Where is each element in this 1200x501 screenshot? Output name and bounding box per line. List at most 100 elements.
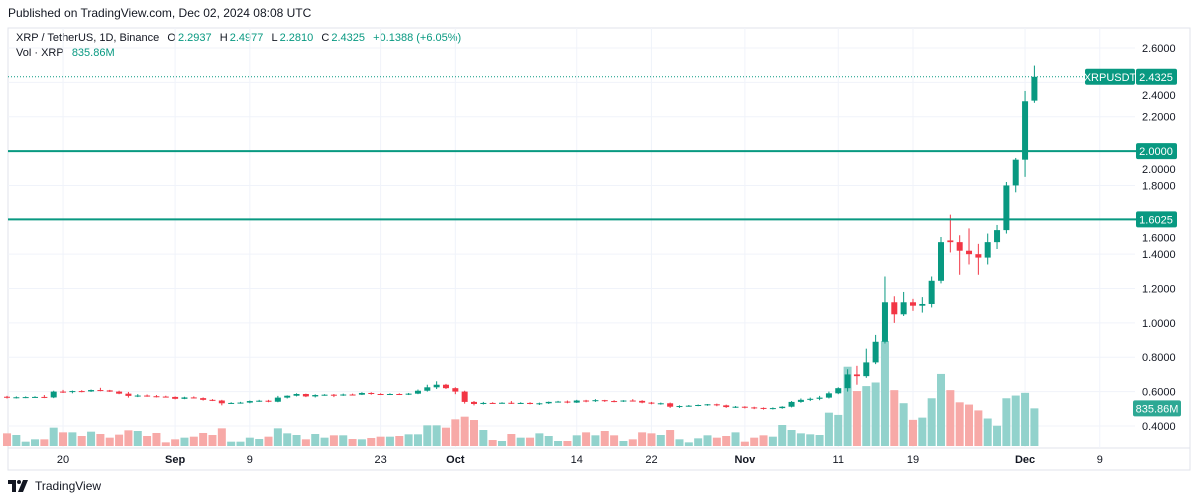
- level-price-label: 2.0000: [1139, 146, 1173, 158]
- candle-body: [667, 403, 674, 407]
- volume-bar: [610, 435, 619, 446]
- volume-bar: [189, 436, 198, 446]
- candle-body: [975, 254, 982, 258]
- open-label: O: [167, 32, 176, 44]
- volume-bar: [208, 435, 217, 446]
- candle-body: [835, 388, 842, 394]
- candle-body: [723, 405, 730, 408]
- volume-bar: [899, 403, 908, 446]
- last-price-tag: [1136, 68, 1177, 85]
- candle: [508, 401, 515, 404]
- volume-bar: [49, 427, 58, 446]
- x-tick-label: Sep: [165, 454, 185, 466]
- candle-body: [405, 393, 412, 395]
- candle: [284, 395, 291, 399]
- volume-bar: [572, 435, 581, 446]
- candle: [872, 334, 879, 365]
- x-tick-label: 11: [833, 454, 844, 466]
- candle-body: [302, 394, 309, 397]
- volume-bar: [87, 431, 96, 446]
- candle: [265, 399, 272, 403]
- candle-body: [172, 396, 179, 399]
- volume-bar: [460, 416, 469, 446]
- candle-body: [4, 396, 10, 398]
- volume-bar: [703, 435, 712, 446]
- volume-bar: [647, 433, 656, 446]
- candle-body: [704, 404, 711, 406]
- volume-bar: [432, 425, 441, 446]
- candle: [573, 399, 580, 403]
- x-tick-label: 19: [907, 454, 919, 466]
- volume-bar: [722, 436, 731, 446]
- candle-body: [881, 302, 888, 342]
- candle: [228, 402, 235, 404]
- candle: [751, 406, 758, 410]
- candle-body: [938, 242, 944, 281]
- volume-bar: [871, 382, 880, 446]
- volume-bar: [413, 434, 422, 446]
- y-tick-label: 1.4000: [1142, 249, 1176, 261]
- candle-body: [816, 397, 823, 399]
- tradingview-logo-icon: [8, 480, 28, 492]
- volume-bar: [946, 390, 955, 446]
- volume-bar: [974, 410, 983, 446]
- candle: [583, 399, 590, 403]
- candle-body: [246, 401, 253, 403]
- candle: [1003, 182, 1010, 234]
- y-tick-label: 0.4000: [1142, 421, 1176, 433]
- volume-bar: [675, 439, 684, 446]
- volume-bar: [236, 441, 245, 446]
- volume-bar: [77, 436, 86, 446]
- volume-bar: [768, 436, 777, 446]
- candle: [499, 402, 506, 404]
- candle: [88, 389, 95, 392]
- candle: [592, 399, 599, 402]
- candle-body: [956, 242, 963, 251]
- volume-bar: [470, 420, 478, 446]
- candle: [190, 396, 197, 399]
- candle-body: [620, 400, 627, 402]
- volume-bar: [143, 436, 152, 446]
- candle: [639, 400, 646, 404]
- candle-body: [414, 390, 421, 394]
- volume-bar: [367, 437, 376, 446]
- candle-body: [928, 280, 935, 304]
- candle-body: [947, 240, 954, 243]
- chart-frame: [7, 27, 1191, 471]
- candle-body: [797, 399, 804, 402]
- volume-bar: [535, 433, 544, 446]
- candle: [405, 392, 412, 396]
- candle-body: [358, 392, 365, 395]
- volume-bar: [451, 419, 460, 446]
- candle-body: [433, 384, 440, 388]
- volume-bar: [441, 427, 450, 446]
- volume-bar: [376, 436, 385, 446]
- volume-bar: [395, 436, 404, 446]
- candle-body: [994, 230, 1001, 243]
- candle-body: [424, 387, 431, 391]
- candle: [909, 298, 916, 311]
- candle: [611, 400, 618, 403]
- volume-bar: [796, 433, 805, 446]
- volume-bar: [12, 435, 21, 446]
- candle: [760, 407, 767, 410]
- volume-bar: [161, 442, 170, 446]
- candle: [116, 390, 123, 395]
- candle: [125, 391, 132, 398]
- footer-brand: TradingView: [35, 479, 102, 493]
- volume-bar: [348, 439, 357, 446]
- candle-body: [713, 404, 720, 406]
- candle-body: [825, 393, 832, 398]
- low-label: L: [271, 32, 278, 44]
- volume-bar: [115, 434, 124, 446]
- candle: [1022, 90, 1029, 177]
- level-price-tag: [1136, 211, 1177, 228]
- volume-bar: [750, 437, 759, 446]
- candle-body: [760, 407, 767, 409]
- volume-bar: [507, 434, 516, 446]
- candle-body: [125, 393, 132, 396]
- candle: [162, 395, 169, 398]
- candle-body: [106, 390, 113, 392]
- volume-bar: [68, 432, 77, 446]
